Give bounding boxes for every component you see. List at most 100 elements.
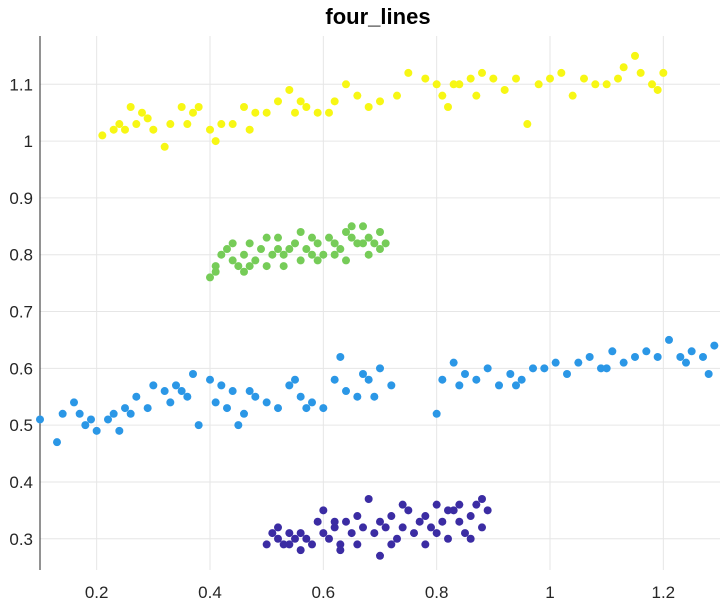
data-point	[563, 370, 571, 379]
data-point	[478, 494, 486, 503]
data-point	[653, 352, 662, 361]
data-point	[296, 97, 305, 106]
data-point	[262, 262, 271, 271]
data-point	[109, 125, 118, 134]
data-point	[183, 392, 192, 401]
data-point	[534, 80, 543, 89]
data-point	[58, 409, 67, 418]
data-point	[115, 426, 124, 435]
data-point	[251, 256, 260, 265]
data-point	[313, 108, 322, 117]
data-point	[370, 239, 379, 248]
data-point	[393, 91, 401, 100]
data-point	[302, 103, 311, 112]
data-point	[483, 506, 492, 515]
data-point	[115, 120, 124, 129]
data-point	[302, 404, 311, 413]
data-point	[381, 523, 390, 532]
data-point	[206, 375, 214, 384]
data-point	[387, 381, 396, 390]
data-point	[699, 352, 707, 361]
data-point	[296, 256, 305, 265]
data-point	[313, 517, 322, 526]
data-point	[432, 409, 441, 418]
data-points	[36, 51, 719, 560]
data-point	[268, 529, 277, 538]
data-point	[70, 398, 78, 407]
y-tick-labels: 0.3 0.4 0.5 0.6 0.7 0.8 0.9 1 1.1	[9, 75, 33, 548]
data-point	[257, 245, 265, 254]
data-point	[206, 125, 214, 134]
data-point	[240, 267, 248, 276]
data-point	[274, 233, 282, 242]
data-point	[308, 540, 316, 549]
data-point	[206, 273, 214, 282]
data-point	[240, 409, 248, 418]
data-point	[75, 409, 84, 418]
data-point	[149, 125, 158, 134]
data-point	[585, 352, 594, 361]
data-point	[308, 233, 316, 242]
data-point	[387, 512, 396, 521]
data-point	[455, 517, 464, 526]
data-point	[376, 551, 384, 560]
data-point	[364, 375, 373, 384]
data-point	[438, 375, 447, 384]
series-4	[262, 494, 492, 560]
data-point	[245, 262, 254, 271]
data-point	[376, 364, 384, 373]
data-point	[449, 80, 458, 89]
data-point	[359, 523, 367, 532]
data-point	[449, 506, 458, 515]
data-point	[268, 250, 277, 259]
data-point	[619, 358, 628, 367]
data-point	[342, 517, 350, 526]
data-point	[189, 108, 197, 117]
data-point	[517, 375, 526, 384]
data-point	[228, 256, 237, 265]
data-point	[296, 546, 305, 555]
data-point	[285, 85, 294, 94]
data-point	[319, 404, 328, 413]
data-point	[444, 534, 452, 543]
data-point	[483, 364, 492, 373]
data-point	[353, 239, 362, 248]
data-point	[325, 534, 333, 543]
data-point	[602, 364, 611, 373]
data-point	[319, 250, 328, 259]
data-point	[274, 523, 282, 532]
data-point	[330, 523, 339, 532]
data-point	[489, 74, 498, 83]
data-point	[546, 74, 554, 83]
data-point	[217, 250, 226, 259]
data-point	[132, 120, 141, 129]
series-1	[98, 51, 668, 151]
y-tick-label: 0.7	[9, 303, 33, 322]
data-point	[330, 375, 339, 384]
data-point	[313, 239, 322, 248]
data-point	[211, 267, 220, 276]
y-tick-label: 0.4	[9, 473, 33, 492]
data-point	[478, 523, 486, 532]
data-point	[364, 103, 373, 112]
data-point	[404, 68, 413, 77]
data-point	[353, 392, 362, 401]
y-tick-label: 0.8	[9, 246, 33, 265]
data-point	[512, 74, 520, 83]
data-point	[245, 125, 254, 134]
data-point	[87, 415, 95, 424]
data-point	[342, 387, 350, 396]
data-point	[109, 409, 118, 418]
data-point	[387, 540, 396, 549]
data-point	[336, 546, 345, 555]
data-point	[398, 500, 407, 509]
data-point	[234, 421, 243, 430]
data-point	[342, 227, 350, 236]
data-point	[636, 68, 645, 77]
data-point	[194, 103, 203, 112]
data-point	[330, 239, 339, 248]
data-point	[466, 74, 475, 83]
data-point	[376, 97, 384, 106]
data-point	[472, 500, 481, 509]
data-point	[245, 239, 254, 248]
